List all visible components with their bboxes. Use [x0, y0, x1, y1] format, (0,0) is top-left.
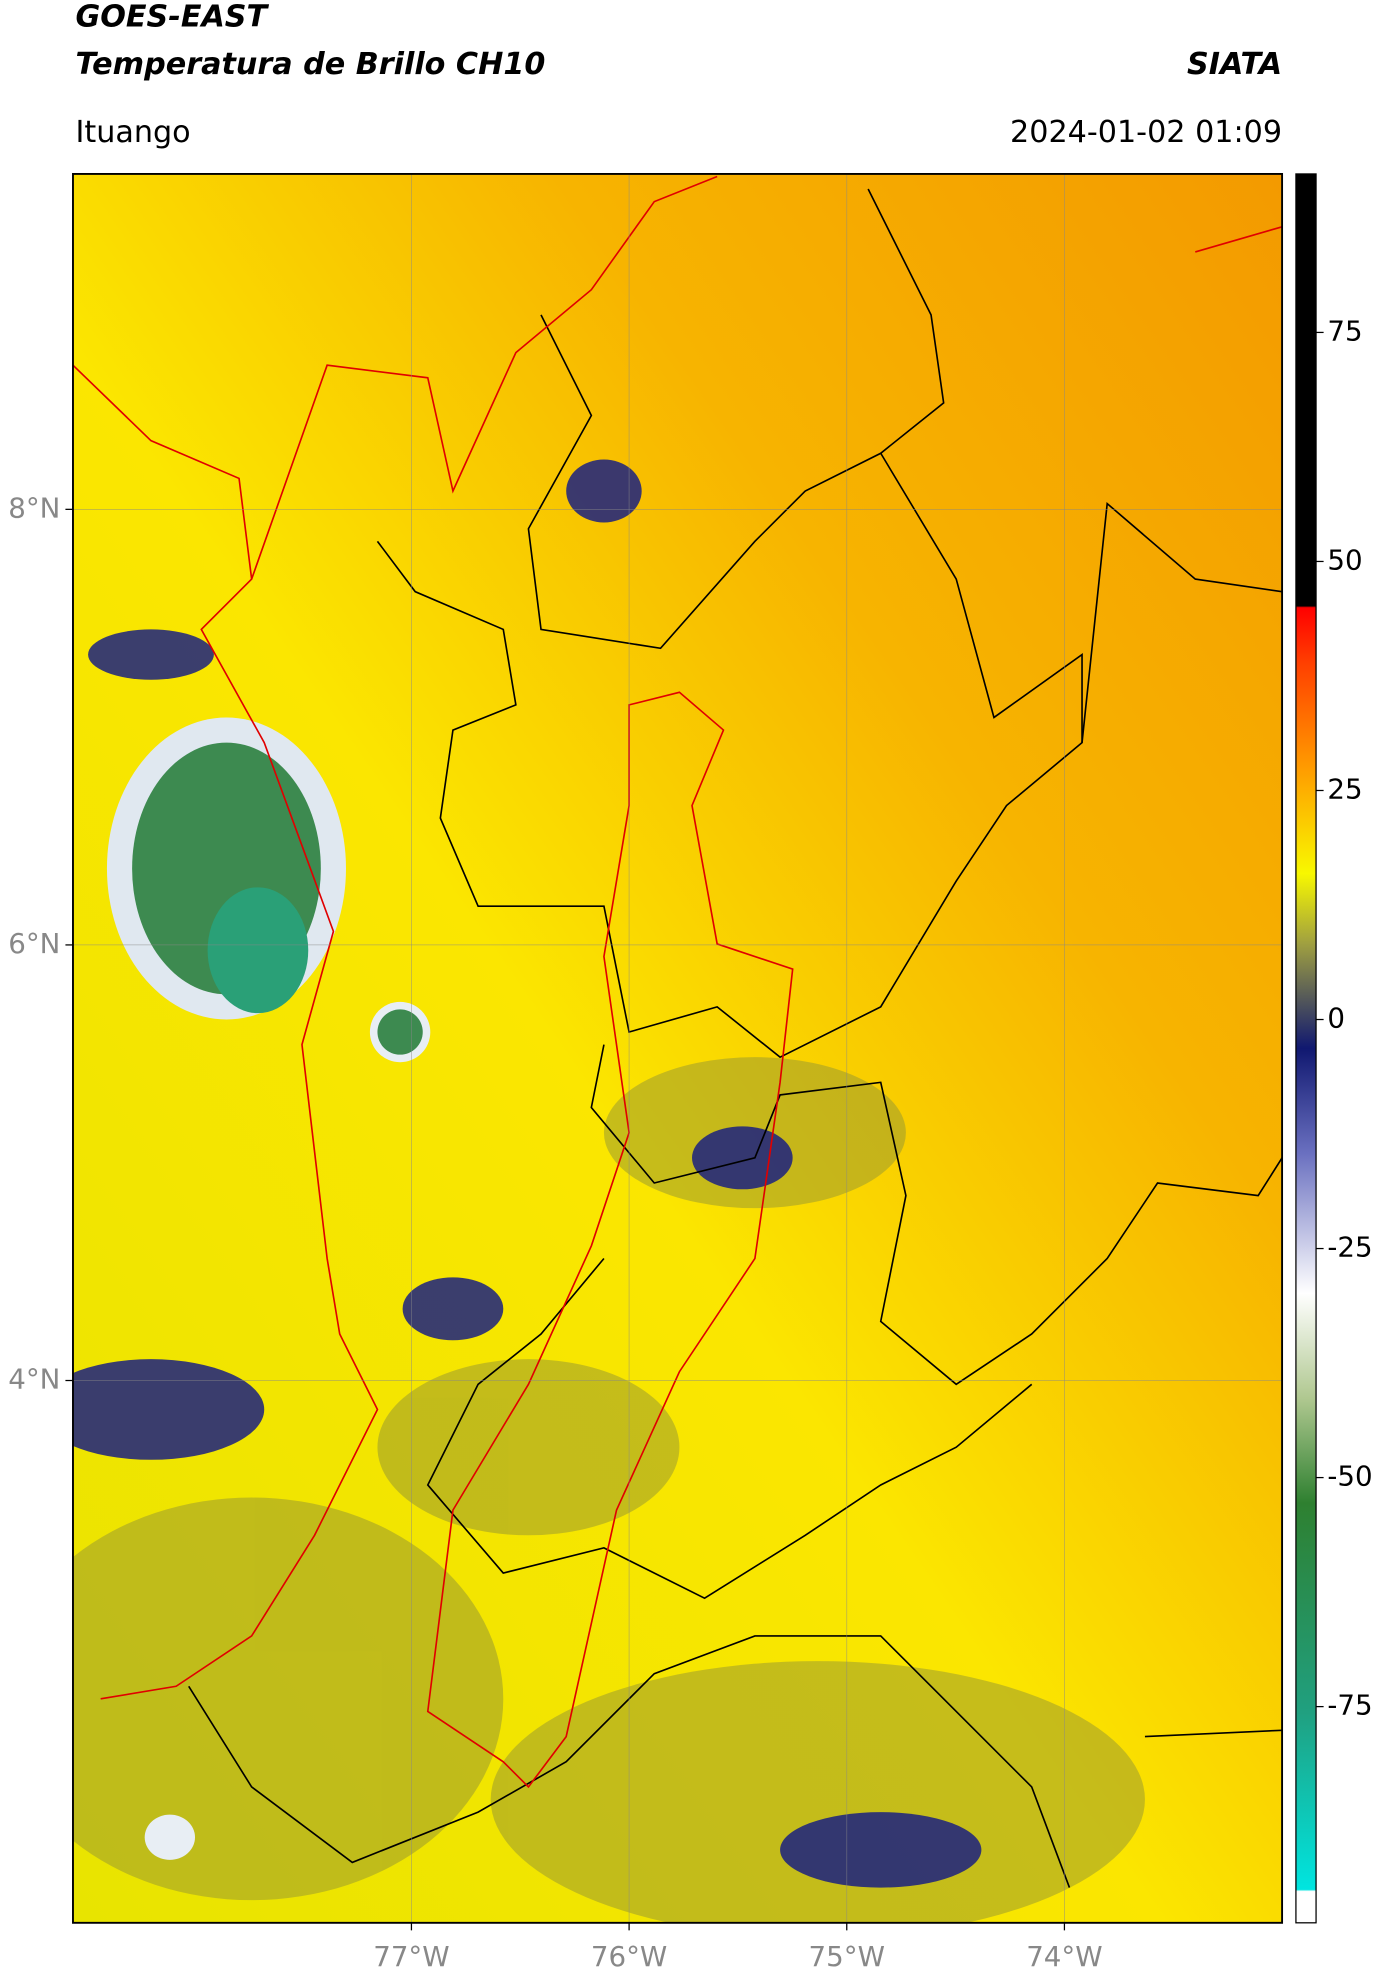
colorbar-tick-label: 25 — [1327, 772, 1362, 805]
colorbar-axis: -75 -50 -25 0 25 50 75 — [1316, 314, 1373, 1722]
title: GOES-EAST — [75, 0, 269, 34]
storm-core — [207, 887, 309, 1014]
cold-clouds — [72, 459, 982, 1888]
colorbar-tick-label: 50 — [1327, 543, 1362, 576]
x-tick-label: 76°W — [591, 1940, 667, 1973]
grid — [72, 173, 1283, 1923]
x-tick-label: 74°W — [1026, 1940, 1102, 1973]
y-tick-label: 4°N — [8, 1363, 60, 1396]
x-tick-label: 77°W — [373, 1940, 449, 1973]
coastline — [72, 175, 1283, 1789]
storm-edge — [144, 1814, 196, 1860]
map-image — [72, 173, 1283, 1923]
y-tick-label: 8°N — [8, 491, 60, 524]
colorbar-tick-label: 0 — [1327, 1002, 1345, 1035]
axes: 77°W 76°W 75°W 74°W 8°N 6°N 4°N — [8, 491, 1102, 1973]
storm-core — [377, 1009, 423, 1055]
colorbar — [1295, 173, 1317, 1924]
location: Ituango — [75, 115, 190, 150]
datetime: 2024-01-02 01:09 — [1010, 115, 1282, 150]
x-tick-label: 75°W — [809, 1940, 885, 1973]
borders — [188, 188, 1283, 1888]
subtitle: Temperatura de Brillo CH10 — [75, 47, 545, 82]
cloud-haze — [72, 1057, 1145, 1923]
colorbar-tick-label: -25 — [1327, 1231, 1372, 1264]
y-tick-label: 6°N — [8, 927, 60, 960]
colorbar-tick-label: -50 — [1327, 1460, 1372, 1493]
colorbar-tick-label: 75 — [1327, 314, 1362, 347]
source: SIATA — [1187, 47, 1282, 82]
map-frame — [72, 172, 1284, 1924]
colorbar-tick-label: -75 — [1327, 1689, 1372, 1722]
titles: GOES-EAST Temperatura de Brillo CH10 SIA… — [75, 0, 1282, 82]
